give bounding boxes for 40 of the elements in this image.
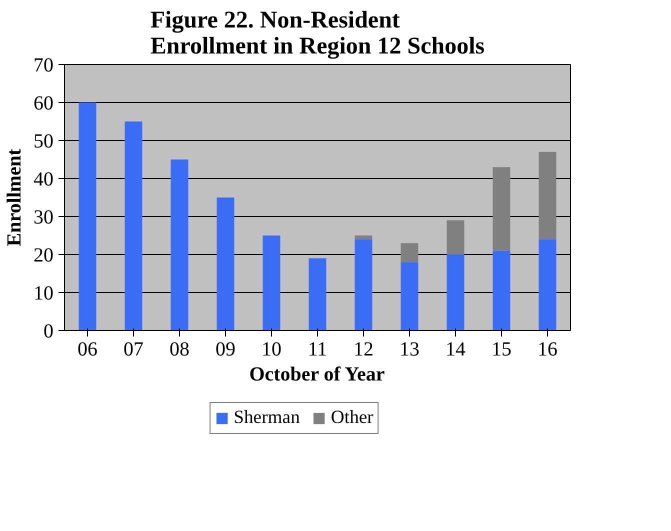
x-tick-label: 13 xyxy=(400,338,420,360)
x-tick-label: 06 xyxy=(78,338,98,360)
bar xyxy=(354,236,372,240)
bar xyxy=(538,152,556,240)
bar xyxy=(492,167,510,251)
y-tick-label: 0 xyxy=(44,320,54,342)
y-axis-title: Enrollment xyxy=(4,148,26,246)
y-tick-label: 60 xyxy=(34,92,54,114)
bar xyxy=(492,250,510,330)
bar xyxy=(400,243,418,262)
chart-title: Figure 22. Non-Resident Enrollment in Region 12 Schools xyxy=(150,8,485,60)
y-tick-label: 70 xyxy=(34,54,54,76)
x-tick-label: 15 xyxy=(492,338,512,360)
x-tick-label: 09 xyxy=(216,338,236,360)
bar xyxy=(78,102,96,330)
bar xyxy=(538,239,556,330)
bar xyxy=(354,239,372,330)
x-tick-label: 11 xyxy=(308,338,328,360)
x-tick-label: 14 xyxy=(446,338,466,360)
legend-label: Sherman xyxy=(234,407,300,429)
bar xyxy=(124,122,142,330)
bar xyxy=(170,160,188,330)
x-tick-label: 16 xyxy=(538,338,558,360)
x-axis-title: October of Year xyxy=(249,364,385,386)
bar xyxy=(262,236,280,330)
bar xyxy=(308,258,326,330)
bar xyxy=(216,198,234,330)
legend-label: Other xyxy=(330,407,374,429)
x-tick-label: 07 xyxy=(124,338,144,360)
y-tick-label: 30 xyxy=(34,206,54,228)
x-tick-label: 10 xyxy=(262,338,282,360)
y-tick-label: 40 xyxy=(34,168,54,190)
bar xyxy=(446,220,464,254)
x-tick-label: 12 xyxy=(354,338,374,360)
y-tick-label: 50 xyxy=(34,130,54,152)
y-tick-label: 10 xyxy=(34,282,54,304)
bar xyxy=(446,254,464,330)
x-tick-label: 08 xyxy=(170,338,190,360)
y-tick-label: 20 xyxy=(34,244,54,266)
bar xyxy=(400,262,418,330)
